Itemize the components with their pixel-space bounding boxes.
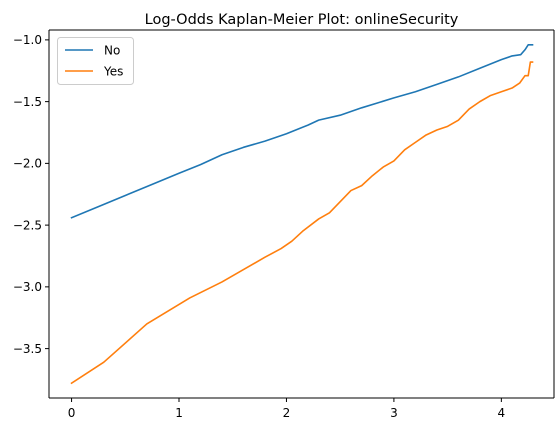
x-axis-ticks: 0 1 2 3 4 — [68, 398, 505, 420]
legend: No Yes — [57, 37, 134, 85]
series-line-no — [70, 44, 534, 219]
x-tick-label: 3 — [390, 406, 398, 420]
y-tick-label: −1.0 — [13, 33, 42, 47]
x-tick-label: 4 — [498, 406, 506, 420]
plot-area: 0 1 2 3 4 −3.5 −3.0 −2.5 −2.0 −1.5 −1.0 No Yes — [13, 29, 555, 420]
legend-label-no: No — [104, 44, 120, 58]
y-tick-label: −1.5 — [13, 95, 42, 109]
axes-frame — [48, 29, 555, 399]
x-tick-label: 1 — [175, 406, 183, 420]
x-tick-label: 0 — [68, 406, 76, 420]
series-line-yes — [70, 61, 534, 385]
y-tick-label: −3.5 — [13, 342, 42, 356]
y-tick-label: −2.5 — [13, 218, 42, 232]
chart-title: Log-Odds Kaplan-Meier Plot: onlineSecuri… — [145, 12, 459, 28]
y-tick-label: −2.0 — [13, 157, 42, 171]
y-axis-ticks: −3.5 −3.0 −2.5 −2.0 −1.5 −1.0 — [13, 33, 49, 356]
legend-label-yes: Yes — [103, 65, 123, 79]
series-lines — [70, 44, 534, 385]
y-tick-label: −3.0 — [13, 280, 42, 294]
x-tick-label: 2 — [283, 406, 291, 420]
